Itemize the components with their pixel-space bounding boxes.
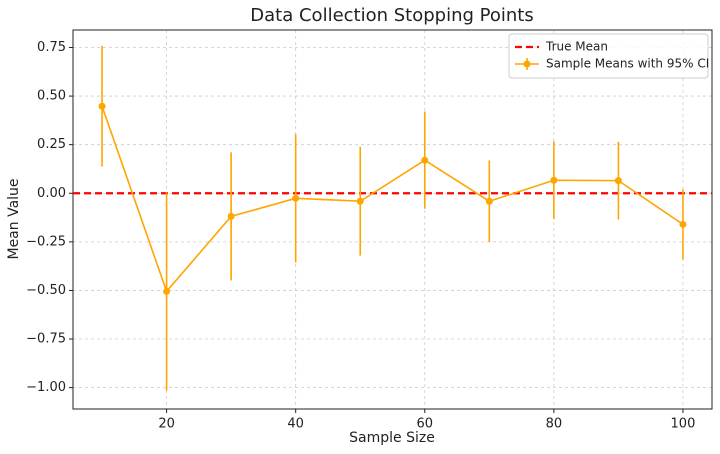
data-point (227, 212, 235, 220)
x-tick-label: 100 (671, 417, 696, 432)
y-tick-label: 0.75 (37, 40, 66, 55)
y-tick-label: 0.25 (37, 137, 66, 152)
data-point (550, 176, 558, 184)
y-tick-label: −0.25 (26, 234, 66, 249)
y-tick-label: 0.00 (37, 186, 66, 201)
data-point (163, 287, 171, 295)
legend-label: Sample Means with 95% CI (546, 57, 709, 71)
y-tick-label: 0.50 (37, 89, 66, 104)
data-point (98, 102, 106, 110)
plot-frame (72, 29, 713, 410)
data-point (679, 220, 687, 228)
x-tick-label: 80 (546, 417, 563, 432)
data-point (292, 194, 300, 202)
data-point (485, 197, 493, 205)
x-tick-label: 20 (158, 417, 175, 432)
legend-box (508, 33, 709, 79)
data-point (421, 156, 429, 164)
series-line (101, 105, 684, 293)
data-point (614, 177, 622, 185)
y-tick-label: −1.00 (26, 380, 66, 395)
data-point (356, 197, 364, 205)
y-tick-label: −0.75 (26, 332, 66, 347)
y-axis-label: Mean Value (6, 178, 22, 259)
x-axis-label: Sample Size (349, 430, 435, 446)
y-tick-label: −0.50 (26, 283, 66, 298)
x-tick-label: 60 (416, 417, 433, 432)
legend-symbol (523, 60, 531, 68)
x-tick-label: 40 (287, 417, 304, 432)
chart-title: Data Collection Stopping Points (250, 5, 533, 26)
legend-label: True Mean (545, 40, 608, 54)
